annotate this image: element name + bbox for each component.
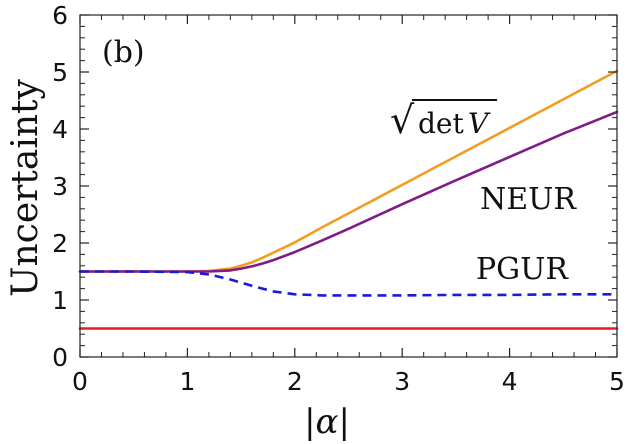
plot-area — [78, 69, 619, 330]
y-tick-label: 3 — [52, 172, 68, 201]
y-tick-label: 1 — [52, 286, 68, 315]
x-tick-label: 1 — [179, 367, 195, 396]
sqrt-symbol: √ — [390, 98, 415, 142]
series-label-sqrt-det-v: √ det V — [390, 98, 497, 142]
series-line-neur — [78, 110, 619, 273]
y-tick-label: 5 — [52, 58, 68, 87]
sqrt-det-text: det — [418, 107, 464, 140]
sqrt-det-var: V — [468, 107, 491, 140]
labels: (b) NEUR PGUR √ det V |α| Uncertainty — [5, 35, 577, 442]
y-axis-title: Uncertainty — [5, 79, 46, 297]
series-line-pgur — [80, 270, 617, 297]
y-tick-label: 6 — [52, 1, 68, 30]
series-label-pgur: PGUR — [476, 252, 569, 287]
x-tick-label: 3 — [394, 367, 410, 396]
series-label-neur: NEUR — [480, 182, 577, 217]
x-tick-label: 0 — [72, 367, 88, 396]
x-axis-title: |α| — [304, 402, 350, 442]
y-tick-label: 2 — [52, 229, 68, 258]
series-line-sqrt-det-v — [78, 69, 619, 273]
y-tick-label: 0 — [52, 343, 68, 372]
x-tick-label: 5 — [609, 367, 625, 396]
panel-label: (b) — [102, 35, 145, 70]
x-tick-label: 4 — [502, 367, 518, 396]
y-tick-label: 4 — [52, 115, 68, 144]
x-tick-label: 2 — [287, 367, 303, 396]
axes: 0 1 2 3 4 5 0 1 2 3 4 5 6 — [52, 1, 625, 396]
